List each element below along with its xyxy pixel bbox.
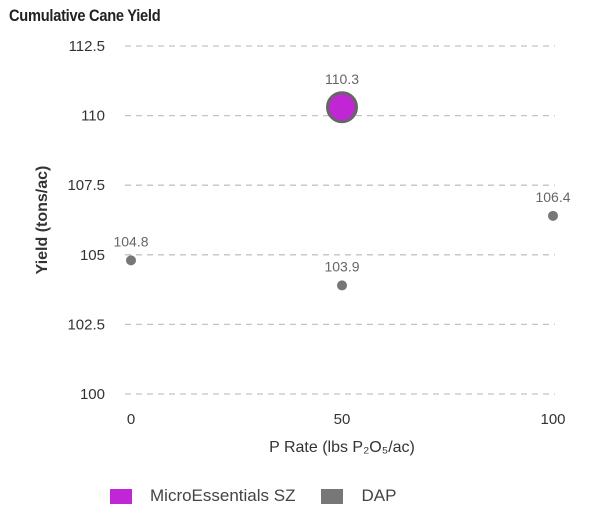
- legend-swatch-microessentials: [110, 488, 132, 504]
- y-tick-label: 100: [80, 386, 105, 403]
- y-tick-label: 110: [81, 108, 105, 125]
- chart-title: Cumulative Cane Yield: [9, 6, 161, 25]
- dap-point: [337, 280, 347, 291]
- x-tick-label: 0: [127, 411, 135, 428]
- data-label: 110.3: [325, 71, 359, 87]
- y-tick-label: 107.5: [67, 177, 105, 194]
- scatter-chart: 100 102.5 105 107.5 110 112.5 0 50 100 Yield (ton…: [34, 38, 571, 456]
- legend-item-dap[interactable]: DAP: [321, 486, 396, 506]
- dap-point: [126, 255, 136, 266]
- y-tick-label: 112.5: [69, 38, 105, 55]
- y-axis-label: Yield (tons/ac): [34, 166, 51, 275]
- x-axis-label: P Rate (lbs P₂O₅/ac): [269, 439, 415, 456]
- y-tick-label: 102.5: [67, 316, 105, 333]
- data-label: 106.4: [535, 189, 570, 205]
- legend-item-microessentials[interactable]: MicroEssentials SZ: [110, 486, 295, 506]
- dap-point: [548, 210, 558, 221]
- y-tick-label: 105: [80, 247, 105, 264]
- x-tick-label: 50: [334, 411, 351, 428]
- microessentials-point: [326, 91, 358, 124]
- data-label: 104.8: [113, 233, 148, 249]
- legend: MicroEssentials SZ DAP: [110, 486, 422, 506]
- legend-label-dap: DAP: [361, 486, 397, 505]
- data-label: 103.9: [324, 258, 359, 274]
- x-tick-label: 100: [540, 411, 565, 428]
- legend-label-microessentials: MicroEssentials SZ: [150, 486, 296, 505]
- legend-swatch-dap: [321, 488, 344, 504]
